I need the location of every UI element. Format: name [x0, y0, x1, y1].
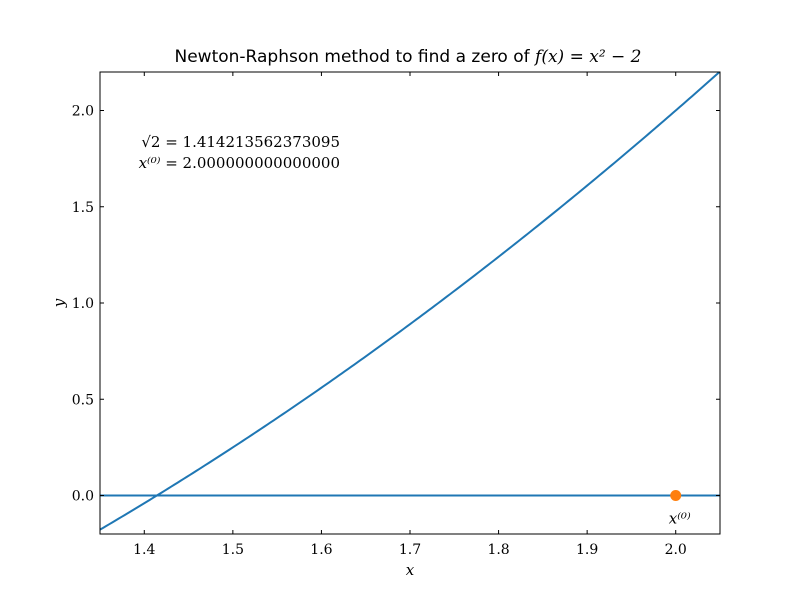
plot-area: [100, 72, 720, 531]
chart-title-prefix: Newton-Raphson method to find a zero of: [175, 47, 536, 67]
series-curve-0: [100, 72, 720, 531]
x-tick-label: 1.7: [399, 542, 421, 558]
y-tick-label: 2.0: [72, 104, 94, 120]
y-tick-label: 1.5: [72, 200, 94, 216]
x-tick-label: 1.8: [487, 542, 509, 558]
y-axis-label: y: [50, 298, 68, 308]
axes-frame: [99, 71, 721, 535]
x-tick-label: 1.4: [133, 542, 155, 558]
y-tick-label: 0.5: [72, 392, 94, 408]
iterate-point-label: x⁽⁰⁾: [669, 510, 691, 528]
x0-annotation: x⁽⁰⁾ = 2.000000000000000: [139, 154, 340, 172]
sqrt2-value: = 1.414213562373095: [160, 133, 340, 151]
x-tick-label: 1.9: [576, 542, 598, 558]
x0-value: = 2.000000000000000: [160, 154, 340, 172]
y-tick-label: 0.0: [72, 489, 94, 505]
iterate-point: [670, 490, 682, 501]
sqrt2-symbol: √2: [141, 133, 160, 151]
x-tick-label: 1.6: [310, 542, 332, 558]
x0-symbol: x⁽⁰⁾: [139, 154, 161, 172]
x-tick-label: 2.0: [665, 542, 687, 558]
chart-title-math: f(x) = x² − 2: [533, 47, 641, 67]
y-tick-label: 1.0: [72, 296, 94, 312]
x-axis-ticks: 1.4 1.5 1.6 1.7 1.8 1.9 2.0: [133, 72, 687, 558]
chart-title: Newton-Raphson method to find a zero of …: [175, 47, 642, 67]
x-tick-label: 1.5: [222, 542, 244, 558]
sqrt2-annotation: √2 = 1.414213562373095: [141, 133, 340, 151]
x-axis-label: x: [406, 561, 415, 579]
points-layer: x⁽⁰⁾: [669, 490, 691, 528]
y-axis-ticks: 0.0 0.5 1.0 1.5 2.0: [72, 104, 720, 505]
